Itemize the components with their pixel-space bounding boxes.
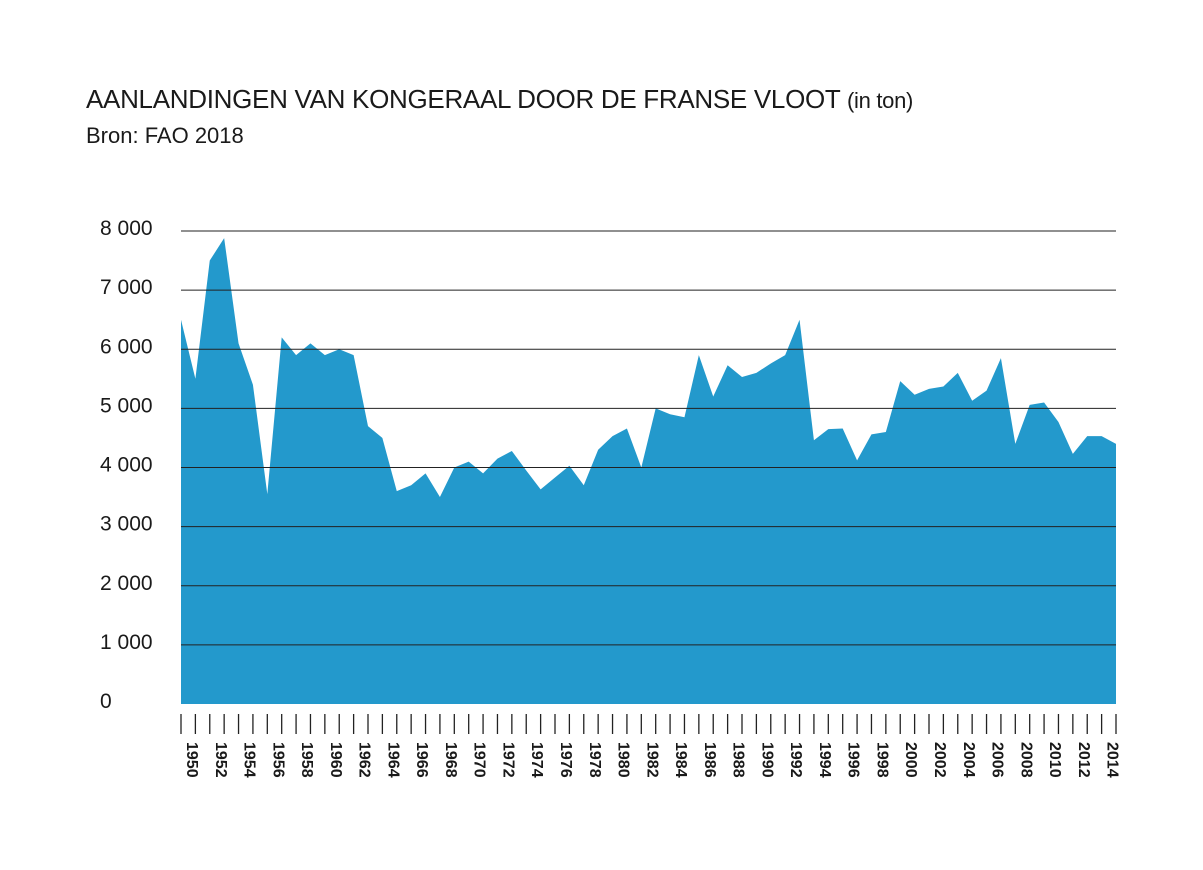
x-tick-label: 1966 xyxy=(413,742,430,778)
x-tick-label: 1950 xyxy=(183,742,200,778)
x-tick-label: 1952 xyxy=(212,742,229,778)
x-tick-label: 2004 xyxy=(960,742,977,778)
data-area xyxy=(181,238,1116,704)
y-tick-label: 4 000 xyxy=(100,454,153,477)
x-tick-label: 1958 xyxy=(298,742,315,778)
x-tick-label: 1978 xyxy=(586,742,603,778)
y-tick-label: 0 xyxy=(100,690,112,713)
x-tick-label: 2002 xyxy=(931,742,948,778)
x-tick-label: 1962 xyxy=(356,742,373,778)
x-tick-label: 1990 xyxy=(758,742,775,778)
y-tick-label: 7 000 xyxy=(100,276,153,299)
x-tick-label: 1998 xyxy=(873,742,890,778)
x-tick-label: 1972 xyxy=(499,742,516,778)
x-tick-label: 1996 xyxy=(845,742,862,778)
x-tick-label: 1988 xyxy=(730,742,747,778)
x-tick-label: 2014 xyxy=(1104,742,1121,778)
x-tick-label: 1992 xyxy=(787,742,804,778)
x-tick-label: 1980 xyxy=(615,742,632,778)
x-tick-label: 1970 xyxy=(471,742,488,778)
y-tick-label: 2 000 xyxy=(100,572,153,595)
x-tick-label: 1994 xyxy=(816,742,833,778)
x-tick-label: 1968 xyxy=(442,742,459,778)
x-tick-label: 2000 xyxy=(902,742,919,778)
chart-title-line: AANLANDINGEN VAN KONGERAAL DOOR DE FRANS… xyxy=(86,84,913,115)
x-tick-label: 2012 xyxy=(1075,742,1092,778)
x-tick-label: 1974 xyxy=(528,742,545,778)
y-tick-label: 8 000 xyxy=(100,217,153,240)
x-tick-label: 2010 xyxy=(1046,742,1063,778)
y-tick-label: 3 000 xyxy=(100,513,153,536)
x-tick-label: 2008 xyxy=(1017,742,1034,778)
chart-subtitle: Bron: FAO 2018 xyxy=(86,123,244,148)
chart-title-unit: (in ton) xyxy=(846,88,914,113)
x-tick-label: 1956 xyxy=(269,742,286,778)
y-tick-label: 6 000 xyxy=(100,335,153,358)
x-tick-label: 2006 xyxy=(989,742,1006,778)
x-tick-label: 1960 xyxy=(327,742,344,778)
y-tick-label: 5 000 xyxy=(100,394,153,417)
x-tick-label: 1964 xyxy=(384,742,401,778)
x-tick-label: 1984 xyxy=(672,742,689,778)
x-tick-label: 1976 xyxy=(557,742,574,778)
x-tick-label: 1986 xyxy=(701,742,718,778)
y-tick-label: 1 000 xyxy=(100,631,153,654)
x-tick-label: 1982 xyxy=(643,742,660,778)
chart-header: AANLANDINGEN VAN KONGERAAL DOOR DE FRANS… xyxy=(86,84,913,149)
chart-title: AANLANDINGEN VAN KONGERAAL DOOR DE FRANS… xyxy=(86,84,841,114)
x-tick-label: 1954 xyxy=(241,742,258,778)
